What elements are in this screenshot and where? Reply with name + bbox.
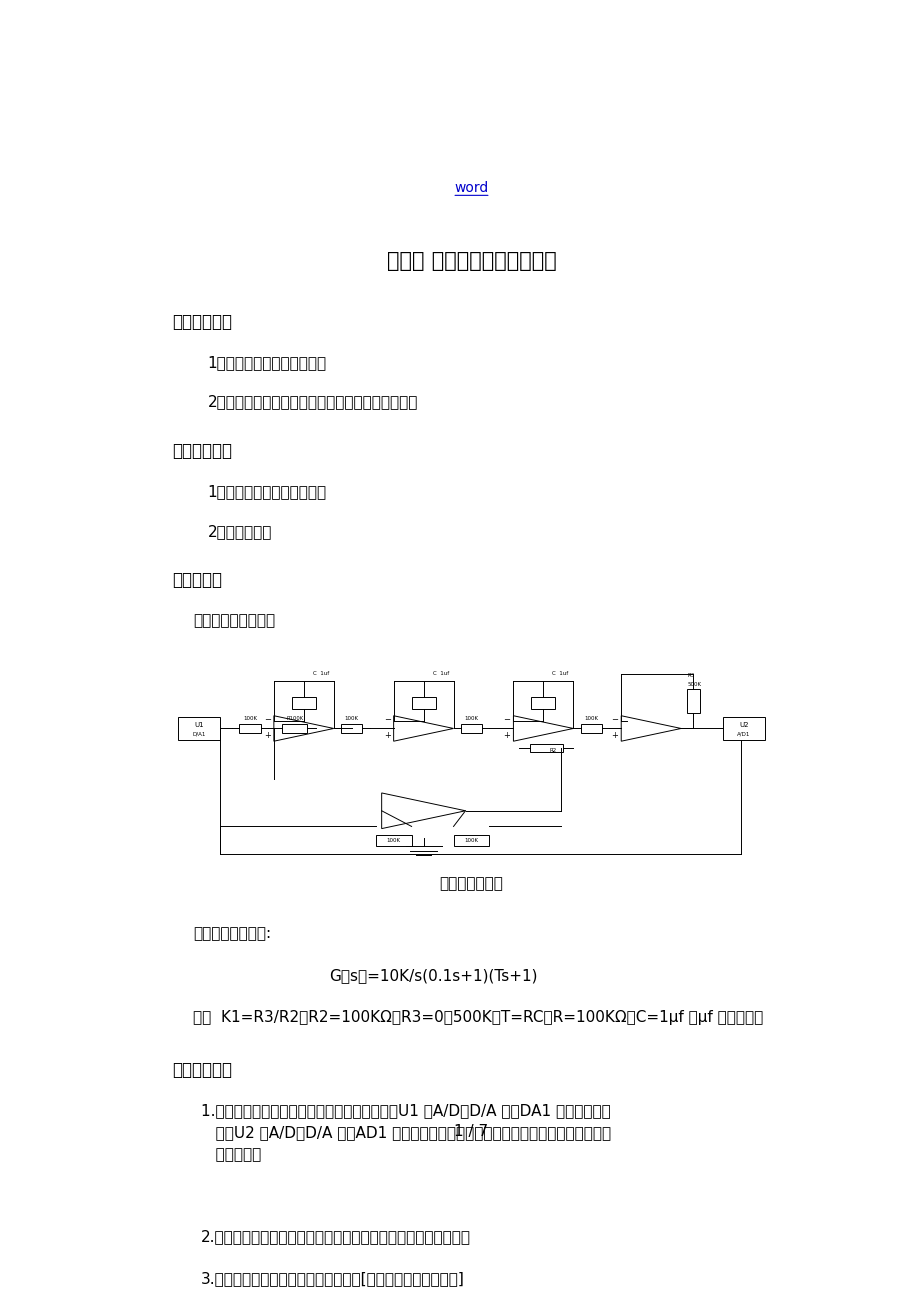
Text: 1．观察系统的不稳定现象。: 1．观察系统的不稳定现象。 xyxy=(208,355,326,370)
Text: 2．计算机一台: 2．计算机一台 xyxy=(208,523,272,539)
Text: 系统模拟电路图: 系统模拟电路图 xyxy=(439,876,503,891)
Text: 式中  K1=R3/R2，R2=100KΩ，R3=0～500K；T=RC，R=100KΩ，C=1μf 或μf 两种情况。: 式中 K1=R3/R2，R2=100KΩ，R3=0～500K；T=RC，R=10… xyxy=(193,1010,763,1026)
Text: 系统模拟电路图如图: 系统模拟电路图如图 xyxy=(193,613,276,629)
Text: 2.启动计算机，在桌面双击图标〔自动控制实验系统〕运行软件。: 2.启动计算机，在桌面双击图标〔自动控制实验系统〕运行软件。 xyxy=(200,1229,470,1245)
Text: 1.连接被测量典型环节的模拟电路。电路的输入U1 接A/D、D/A 卡的DA1 输出，电路的
   输出U2 接A/D、D/A 卡的AD1 输入，将纯积分电容两: 1.连接被测量典型环节的模拟电路。电路的输入U1 接A/D、D/A 卡的DA1 … xyxy=(200,1103,610,1163)
Text: 实验一 控制系统的稳定性分析: 实验一 控制系统的稳定性分析 xyxy=(386,251,556,272)
Text: word: word xyxy=(454,181,488,195)
Text: 2．研究系统开环增益和时间常数对稳定性的影响。: 2．研究系统开环增益和时间常数对稳定性的影响。 xyxy=(208,395,417,410)
Text: 三、实验容: 三、实验容 xyxy=(172,572,221,590)
Text: 四、实验步骤: 四、实验步骤 xyxy=(172,1061,232,1079)
Text: 其开环传递函数为:: 其开环传递函数为: xyxy=(193,926,271,941)
Text: 二、实验仪器: 二、实验仪器 xyxy=(172,443,232,461)
Text: G（s）=10K/s(0.1s+1)(Ts+1): G（s）=10K/s(0.1s+1)(Ts+1) xyxy=(329,969,537,983)
Text: 3.在实验项目的下拉列表中选择实验三[控制系统的稳定性分析]: 3.在实验项目的下拉列表中选择实验三[控制系统的稳定性分析] xyxy=(200,1272,464,1286)
Text: 1．自动控制系统实验箱一台: 1．自动控制系统实验箱一台 xyxy=(208,484,326,500)
Text: 一、实验目的: 一、实验目的 xyxy=(172,314,232,331)
Text: 1 / 7: 1 / 7 xyxy=(454,1124,488,1139)
